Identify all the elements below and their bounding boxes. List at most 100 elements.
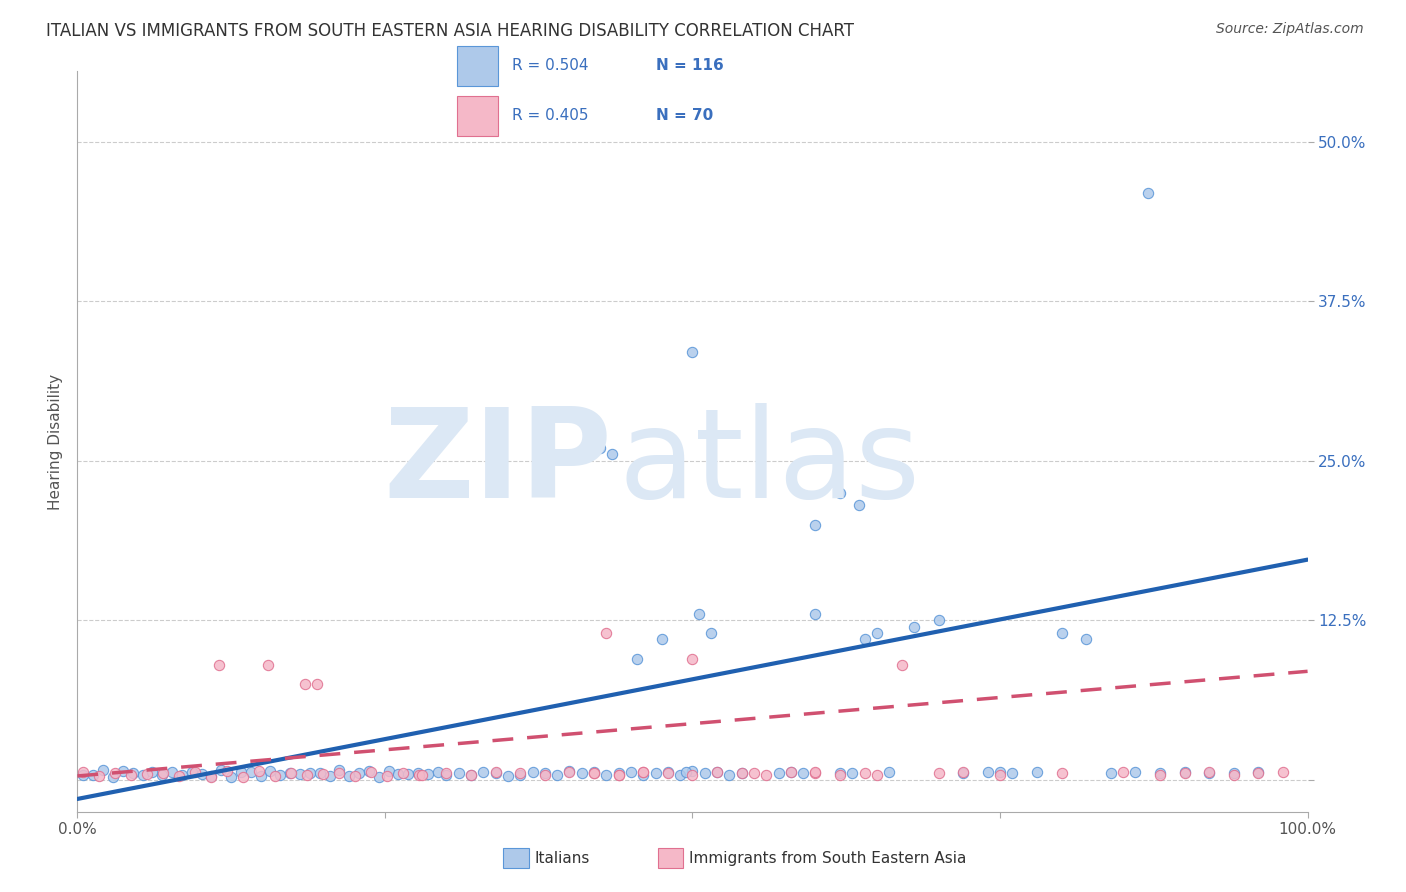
Point	[239, 764, 262, 779]
Point	[866, 626, 889, 640]
Point	[269, 767, 291, 781]
Text: R = 0.504: R = 0.504	[512, 58, 588, 73]
Point	[1050, 626, 1073, 640]
Point	[1198, 766, 1220, 780]
Point	[72, 765, 94, 780]
Point	[780, 765, 803, 780]
Point	[460, 767, 482, 781]
Point	[150, 767, 173, 781]
Point	[558, 764, 581, 778]
Point	[675, 765, 697, 780]
Point	[160, 765, 183, 780]
Point	[170, 768, 193, 782]
Point	[485, 766, 508, 780]
Point	[595, 626, 617, 640]
Point	[360, 765, 382, 780]
Point	[91, 763, 114, 777]
Point	[1050, 766, 1073, 780]
Point	[111, 764, 134, 779]
Point	[1247, 766, 1270, 780]
Point	[706, 765, 728, 780]
Point	[1149, 766, 1171, 780]
Point	[89, 769, 111, 783]
Point	[928, 613, 950, 627]
Point	[1149, 767, 1171, 781]
Point	[472, 765, 495, 780]
Point	[607, 767, 630, 781]
Point	[447, 766, 470, 780]
Point	[1223, 766, 1246, 780]
Point	[294, 677, 316, 691]
Point	[546, 767, 568, 781]
Point	[104, 765, 127, 780]
Point	[1247, 765, 1270, 780]
Point	[101, 770, 124, 784]
Point	[669, 767, 692, 781]
Point	[830, 485, 852, 500]
Point	[141, 764, 163, 779]
Point	[626, 651, 648, 665]
Point	[387, 767, 409, 781]
Point	[602, 447, 624, 461]
Point	[700, 626, 723, 640]
Point	[1136, 186, 1159, 200]
Point	[682, 764, 704, 778]
Point	[633, 767, 655, 781]
Point	[583, 766, 606, 780]
Point	[1223, 767, 1246, 781]
Point	[408, 768, 430, 782]
Point	[406, 766, 429, 780]
Point	[297, 767, 319, 781]
Point	[633, 765, 655, 780]
Point	[879, 765, 901, 780]
Text: ITALIAN VS IMMIGRANTS FROM SOUTH EASTERN ASIA HEARING DISABILITY CORRELATION CHA: ITALIAN VS IMMIGRANTS FROM SOUTH EASTERN…	[46, 22, 855, 40]
Point	[496, 769, 519, 783]
Point	[249, 769, 271, 783]
Point	[651, 632, 673, 647]
Point	[571, 766, 593, 780]
Point	[136, 767, 159, 781]
Y-axis label: Hearing Disability: Hearing Disability	[48, 374, 63, 509]
Point	[312, 767, 335, 781]
Point	[755, 767, 778, 781]
Point	[589, 441, 612, 455]
Point	[731, 766, 754, 780]
Point	[200, 768, 222, 782]
Point	[583, 765, 606, 780]
Point	[583, 766, 606, 780]
Bar	[457, 96, 498, 136]
Point	[804, 607, 827, 621]
Point	[460, 767, 482, 781]
Point	[396, 766, 419, 780]
Point	[307, 677, 329, 691]
Point	[1076, 632, 1098, 647]
Point	[688, 607, 710, 621]
Point	[308, 765, 330, 780]
Point	[485, 765, 508, 780]
Point	[328, 763, 350, 777]
Point	[1198, 765, 1220, 780]
Point	[558, 765, 581, 780]
Point	[180, 764, 202, 779]
Point	[436, 766, 458, 780]
Point	[768, 766, 790, 780]
Point	[392, 765, 415, 780]
Point	[280, 765, 302, 780]
Point	[928, 766, 950, 780]
Text: ZIP: ZIP	[384, 403, 613, 524]
Point	[375, 769, 399, 783]
Point	[288, 767, 311, 781]
Point	[644, 766, 666, 780]
Point	[318, 769, 340, 783]
Point	[731, 766, 754, 780]
Point	[121, 768, 143, 782]
Point	[682, 345, 704, 359]
Point	[347, 766, 370, 780]
Point	[219, 770, 242, 784]
Point	[509, 767, 531, 781]
Point	[1026, 765, 1049, 780]
Point	[367, 770, 389, 784]
Point	[337, 769, 360, 783]
Point	[830, 767, 852, 781]
Point	[1001, 766, 1024, 780]
